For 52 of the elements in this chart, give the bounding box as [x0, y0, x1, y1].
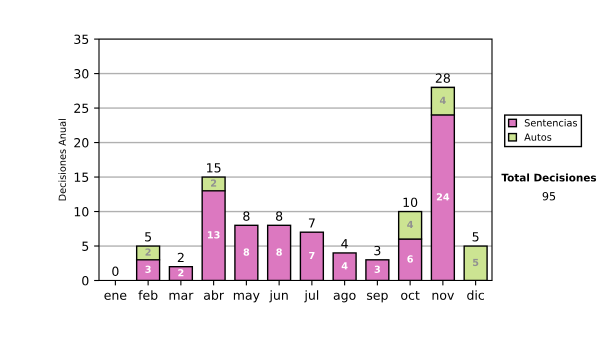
- y-tick-label: 30: [74, 69, 88, 79]
- total-label: 5: [472, 232, 479, 242]
- x-tick-label: oct: [401, 290, 420, 300]
- y-tick-label: 15: [74, 172, 88, 182]
- y-tick-label: 35: [74, 34, 88, 44]
- total-label: 15: [207, 163, 220, 173]
- total-label: 8: [243, 211, 250, 221]
- data-label: 4: [440, 96, 446, 104]
- x-tick-label: jun: [269, 290, 288, 302]
- total-label: 0: [112, 266, 119, 276]
- data-label: 3: [374, 266, 380, 273]
- x-tick-label: ago: [334, 292, 356, 302]
- y-tick-label: 25: [74, 104, 88, 113]
- data-label: 13: [208, 231, 220, 238]
- data-label: 8: [276, 248, 282, 256]
- legend-label: Sentencias: [524, 118, 578, 127]
- data-label: 2: [146, 248, 151, 256]
- x-tick-label: ene: [104, 292, 126, 300]
- x-tick-label: dic: [467, 290, 484, 300]
- text: Total Decisiones: [501, 173, 596, 182]
- total-label: 8: [276, 211, 282, 221]
- data-label: 2: [211, 179, 216, 187]
- y-tick-label: 0: [82, 276, 88, 286]
- data-label: 6: [407, 255, 413, 263]
- total-label: 3: [374, 246, 380, 256]
- y-axis-title: Decisiones Anual: [58, 119, 66, 200]
- total-label: 4: [341, 239, 348, 248]
- data-label: 5: [472, 258, 478, 266]
- data-label: 2: [178, 269, 184, 276]
- data-label: 4: [407, 220, 414, 228]
- x-tick-label: mar: [170, 292, 194, 300]
- x-tick-label: nov: [432, 292, 454, 300]
- data-label: 4: [342, 262, 348, 270]
- x-tick-label: may: [234, 292, 260, 302]
- x-tick-label: jul: [304, 290, 318, 302]
- data-label: 24: [436, 193, 450, 200]
- total-label: 7: [308, 218, 315, 228]
- data-label: 8: [244, 248, 250, 256]
- x-tick-label: sep: [366, 292, 388, 302]
- total-label: 5: [145, 232, 152, 242]
- data-label: 3: [145, 266, 151, 273]
- x-tick-label: feb: [138, 290, 158, 300]
- total-label: 10: [404, 198, 418, 208]
- text: 95: [542, 192, 556, 200]
- legend-label: Autos: [524, 134, 552, 141]
- y-tick-label: 10: [74, 207, 88, 216]
- y-tick-label: 20: [74, 138, 88, 148]
- x-tick-label: abr: [204, 290, 224, 300]
- y-tick-label: 5: [82, 242, 88, 251]
- total-label: 28: [436, 73, 450, 83]
- total-label: 2: [178, 252, 184, 262]
- data-label: 7: [309, 252, 314, 260]
